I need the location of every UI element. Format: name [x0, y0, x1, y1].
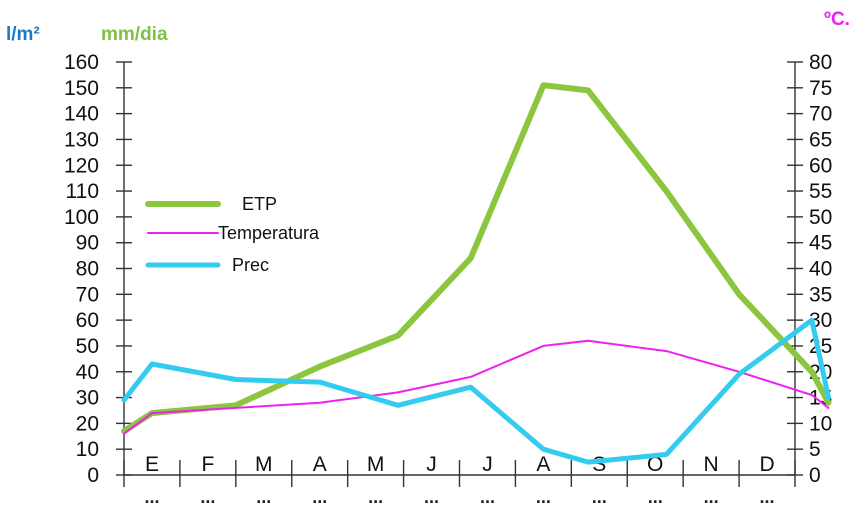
month-label: E	[145, 453, 159, 476]
left-tick-label: 100	[64, 206, 99, 229]
series-line-temperatura	[123, 339, 830, 435]
right-unit-label: ºC.	[824, 9, 850, 30]
month-label: O	[647, 453, 663, 476]
month-label: S	[592, 453, 606, 476]
left-tick-label: 40	[76, 361, 99, 384]
month-label: N	[704, 453, 719, 476]
left-tick-label: 80	[76, 258, 99, 281]
month-dots: ...	[648, 487, 663, 505]
right-tick-label: 50	[809, 206, 832, 229]
left-tick-label: 50	[76, 335, 99, 358]
left-tick-label: 70	[76, 283, 99, 306]
right-tick-label: 40	[809, 258, 832, 281]
month-dots: ...	[256, 487, 271, 505]
month-dots: ...	[312, 487, 327, 505]
series-lines	[121, 82, 832, 465]
month-dots: ...	[144, 487, 159, 505]
month-label: F	[201, 453, 214, 476]
month-label: J	[482, 453, 493, 476]
left-tick-label: 140	[64, 103, 99, 126]
series-line-prec	[121, 317, 831, 465]
right-tick-label: 35	[809, 283, 832, 306]
month-dots: ...	[592, 487, 607, 505]
right-tick-label: 5	[809, 438, 821, 461]
right-tick-label: 65	[809, 128, 832, 151]
left-tick-label: 160	[64, 51, 99, 74]
left-tick-label: 120	[64, 154, 99, 177]
x-axis-ticks: E... F... M... A... M... J... J... A... S... O...…	[123, 453, 796, 505]
right-tick-label: 70	[809, 103, 832, 126]
month-label: A	[313, 453, 327, 476]
left-tick-label: 90	[76, 232, 99, 255]
left-tick-label: 10	[76, 438, 99, 461]
month-label: D	[759, 453, 774, 476]
month-label: M	[367, 453, 385, 476]
series-line-etp	[121, 82, 832, 435]
month-dots: ...	[760, 487, 775, 505]
left-tick-label: 60	[76, 309, 99, 332]
left-tick-label: 0	[87, 464, 99, 487]
month-label: M	[255, 453, 273, 476]
month-dots: ...	[368, 487, 383, 505]
left-tick-label: 150	[64, 77, 99, 100]
right-tick-label: 75	[809, 77, 832, 100]
right-tick-label: 45	[809, 232, 832, 255]
legend-label-etp: ETP	[242, 194, 277, 214]
right-tick-label: 10	[809, 412, 832, 435]
legend: ETP Temperatura Prec	[145, 194, 320, 275]
right-tick-label: 60	[809, 154, 832, 177]
legend-label-prec: Prec	[232, 255, 269, 275]
left-tick-label: 110	[66, 180, 99, 203]
left-tick-label: 130	[64, 128, 99, 151]
right-tick-label: 0	[809, 464, 821, 487]
month-label: A	[536, 453, 550, 476]
month-dots: ...	[536, 487, 551, 505]
month-dots: ...	[200, 487, 215, 505]
month-label: J	[426, 453, 437, 476]
right-tick-label: 80	[809, 51, 832, 74]
left-unit-label-2: mm/dia	[101, 24, 168, 45]
right-tick-label: 55	[809, 180, 832, 203]
month-dots: ...	[480, 487, 495, 505]
left-tick-label: 30	[76, 387, 99, 410]
legend-label-temperatura: Temperatura	[218, 223, 320, 243]
month-dots: ...	[424, 487, 439, 505]
month-dots: ...	[704, 487, 719, 505]
left-unit-label-1: l/m²	[6, 24, 40, 45]
left-tick-label: 20	[76, 412, 99, 435]
